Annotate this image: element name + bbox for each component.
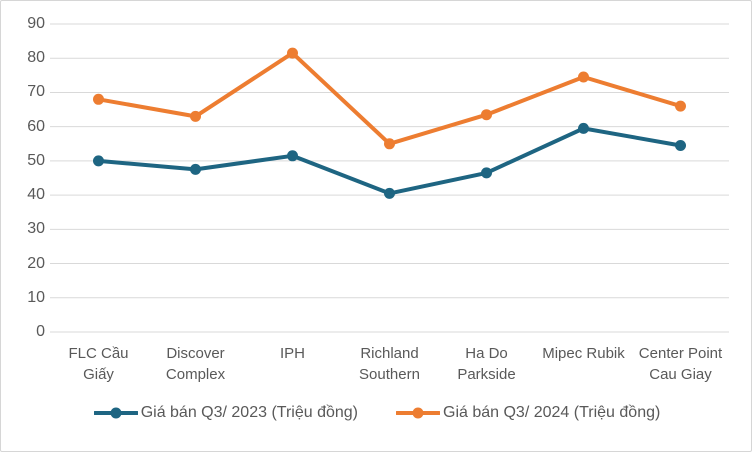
legend-line-marker-icon: [396, 407, 440, 419]
y-tick-label: 80: [27, 49, 45, 67]
legend-line-marker-icon: [93, 407, 138, 419]
legend-item: Giá bán Q3/ 2023 (Triệu đồng): [93, 404, 358, 422]
x-category-label: FLC Cầu Giấy: [68, 345, 129, 383]
data-point-marker: [578, 71, 589, 83]
x-category-label: Discover Complex: [165, 345, 226, 383]
y-tick-label: 30: [27, 220, 45, 238]
x-category-label: Mipec Rubik: [542, 345, 625, 362]
x-category-label: IPH: [279, 345, 305, 362]
y-tick-label: 0: [36, 323, 45, 340]
data-point-marker: [675, 100, 686, 112]
data-point-marker: [190, 110, 201, 122]
legend-item: Giá bán Q3/ 2024 (Triệu đồng): [396, 404, 660, 422]
y-tick-label: 90: [27, 15, 45, 32]
data-point-marker: [578, 122, 589, 134]
data-point-marker: [675, 140, 686, 151]
x-category-label: Center Point Cau Giay: [638, 345, 723, 383]
x-axis-labels: FLC Cầu Giấy Discover Complex IPH Richland …: [1, 343, 751, 395]
legend: Giá bán Q3/ 2023 (Triệu đồng) Giá bán Q3/…: [1, 404, 751, 422]
y-tick-label: 20: [27, 254, 45, 272]
data-point-marker: [481, 167, 492, 179]
data-point-marker: [190, 163, 201, 175]
data-point-marker: [481, 109, 492, 121]
data-point-marker: [287, 47, 298, 59]
y-tick-label: 10: [27, 288, 45, 306]
x-category-label: Richland Southern: [359, 345, 420, 383]
y-tick-label: 70: [27, 83, 45, 101]
legend-label: Giá bán Q3/ 2023 (Triệu đồng): [140, 404, 358, 421]
data-point-marker: [93, 93, 104, 105]
x-category-label: Ha Do Parkside: [457, 345, 516, 383]
data-point-marker: [93, 155, 104, 167]
y-tick-label: 50: [27, 151, 45, 169]
data-point-marker: [287, 150, 298, 162]
legend-label: Giá bán Q3/ 2024 (Triệu đồng): [443, 404, 661, 421]
y-tick-label: 40: [27, 186, 45, 204]
data-point-marker: [384, 138, 395, 150]
data-point-marker: [384, 187, 395, 199]
y-tick-label: 60: [27, 117, 45, 135]
